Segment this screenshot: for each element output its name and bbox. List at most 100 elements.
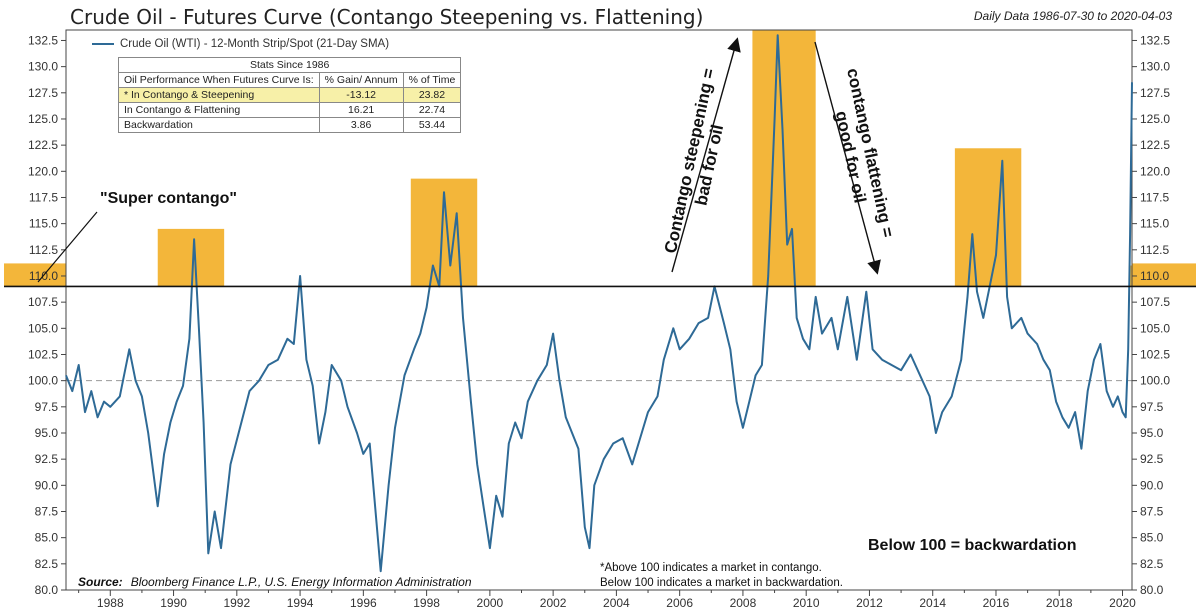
chart-title: Crude Oil - Futures Curve (Contango Stee… (70, 5, 704, 29)
highlight-rect (157, 228, 225, 287)
legend-label: Crude Oil (WTI) - 12-Month Strip/Spot (2… (120, 38, 390, 50)
y-tick-label: 95.0 (1140, 426, 1164, 440)
flattening-arrow (814, 41, 881, 275)
y-tick-label: 107.5 (28, 295, 58, 309)
x-tick-label: 2020 (1109, 596, 1136, 610)
super-contango-pointer (37, 211, 98, 283)
footnote-line-1: *Above 100 indicates a market in contang… (600, 562, 822, 574)
y-tick-label: 80.0 (35, 583, 59, 597)
y-tick-label: 122.5 (28, 138, 58, 152)
y-tick-label: 85.0 (1140, 531, 1164, 545)
y-tick-label: 102.5 (1140, 347, 1170, 361)
y-tick-label: 85.0 (35, 531, 59, 545)
y-tick-label: 105.0 (28, 321, 58, 335)
stats-row-label: In Contango & Flattening (118, 102, 320, 118)
x-tick-label: 2012 (856, 596, 883, 610)
x-tick-label: 1994 (287, 596, 314, 610)
y-tick-label: 82.5 (35, 557, 59, 571)
y-tick-label: 87.5 (1140, 504, 1164, 518)
y-tick-label: 87.5 (35, 504, 59, 518)
source: Source: Bloomberg Finance L.P., U.S. Ener… (78, 575, 472, 589)
y-tick-label: 120.0 (28, 164, 58, 178)
x-tick-label: 2010 (793, 596, 820, 610)
stats-row-gain: 16.21 (318, 102, 404, 118)
y-tick-label: 90.0 (1140, 478, 1164, 492)
x-tick-label: 2016 (983, 596, 1010, 610)
x-tick-label: 2000 (477, 596, 504, 610)
y-tick-label: 130.0 (1140, 60, 1170, 74)
highlight-rect (1128, 265, 1132, 287)
super-contango-label: "Super contango" (100, 190, 237, 207)
stats-caption: Stats Since 1986 (117, 57, 462, 73)
y-tick-label: 100.0 (28, 374, 58, 388)
y-tick-label: 122.5 (1140, 138, 1170, 152)
stats-row-gain: 3.86 (318, 117, 404, 133)
y-tick-label: 82.5 (1140, 557, 1164, 571)
y-tick-label: 127.5 (1140, 86, 1170, 100)
legend-swatch (92, 43, 114, 45)
y-tick-label: 132.5 (28, 33, 58, 47)
date-range: Daily Data 1986-07-30 to 2020-04-03 (973, 9, 1172, 23)
x-tick-label: 2006 (666, 596, 693, 610)
x-tick-label: 1990 (160, 596, 187, 610)
stats-row-time: 53.44 (402, 117, 462, 133)
stats-row-time: 22.74 (402, 102, 462, 118)
x-tick-label: 2004 (603, 596, 630, 610)
y-tick-label: 130.0 (28, 60, 58, 74)
y-tick-label: 125.0 (28, 112, 58, 126)
y-tick-label: 97.5 (1140, 400, 1164, 414)
x-tick-label: 2008 (730, 596, 757, 610)
y-axis-right: 80.0 82.5 85.0 87.5 90.0 92.5 95.0 97.5 100.0 102… (1132, 33, 1170, 597)
stats-row-gain: -13.12 (318, 87, 404, 103)
y-axis-left: 80.0 82.5 85.0 87.5 90.0 92.5 95.0 97.5 100.0 102… (28, 33, 66, 597)
series-line (65, 34, 1133, 573)
backwardation-label: Below 100 = backwardation (868, 537, 1077, 554)
stats-table: Stats Since 1986 Oil Performance When Fu… (117, 57, 462, 133)
y-tick-label: 112.5 (29, 243, 58, 257)
y-tick-label: 132.5 (1140, 33, 1170, 47)
y-tick-label: 117.5 (1140, 190, 1169, 204)
y-tick-label: 117.5 (29, 190, 58, 204)
threshold-marker-right (1132, 263, 1196, 287)
stats-row: * In Contango & Steepening -13.12 23.82 (118, 87, 462, 103)
stats-row: Backwardation 3.86 53.44 (118, 117, 462, 133)
y-tick-label: 97.5 (35, 400, 59, 414)
steepening-arrow (671, 37, 741, 273)
x-tick-label: 1998 (413, 596, 440, 610)
y-tick-label: 127.5 (28, 86, 58, 100)
x-tick-label: 2014 (919, 596, 946, 610)
y-tick-label: 105.0 (1140, 321, 1170, 335)
stats-row-label: * In Contango & Steepening (118, 87, 320, 103)
x-tick-label: 1988 (97, 596, 124, 610)
y-tick-label: 115.0 (29, 217, 58, 231)
y-tick-label: 90.0 (35, 478, 59, 492)
annotation-arrows (37, 37, 881, 283)
stats-header-gain: % Gain/ Annum (318, 72, 404, 88)
stats-header-time: % of Time (402, 72, 462, 88)
x-axis: 1988 1990 1992 1994 1996 1998 2000 2002 2004 2006… (78, 590, 1136, 610)
stats-row-label: Backwardation (118, 117, 320, 133)
y-tick-label: 92.5 (1140, 452, 1164, 466)
source-label: Source: (78, 575, 123, 589)
y-tick-label: 110.0 (1140, 269, 1169, 283)
y-tick-label: 80.0 (1140, 583, 1164, 597)
y-tick-label: 102.5 (28, 347, 58, 361)
plot-frame (65, 29, 1133, 591)
threshold-marker-left (4, 263, 66, 287)
x-tick-label: 1992 (223, 596, 250, 610)
y-tick-label: 100.0 (1140, 374, 1170, 388)
y-tick-label: 95.0 (35, 426, 59, 440)
y-tick-label: 115.0 (1140, 217, 1169, 231)
footnote: *Above 100 indicates a market in contang… (600, 561, 843, 591)
highlight-rect (954, 148, 1022, 287)
legend: Crude Oil (WTI) - 12-Month Strip/Spot (2… (92, 38, 389, 50)
y-tick-label: 107.5 (1140, 295, 1170, 309)
y-tick-label: 120.0 (1140, 164, 1170, 178)
y-tick-label: 125.0 (1140, 112, 1170, 126)
x-tick-label: 2002 (540, 596, 567, 610)
x-tick-label: 1996 (350, 596, 377, 610)
source-text: Bloomberg Finance L.P., U.S. Energy Info… (130, 575, 472, 589)
y-tick-label: 92.5 (35, 452, 59, 466)
stats-row: In Contango & Flattening 16.21 22.74 (118, 102, 462, 118)
